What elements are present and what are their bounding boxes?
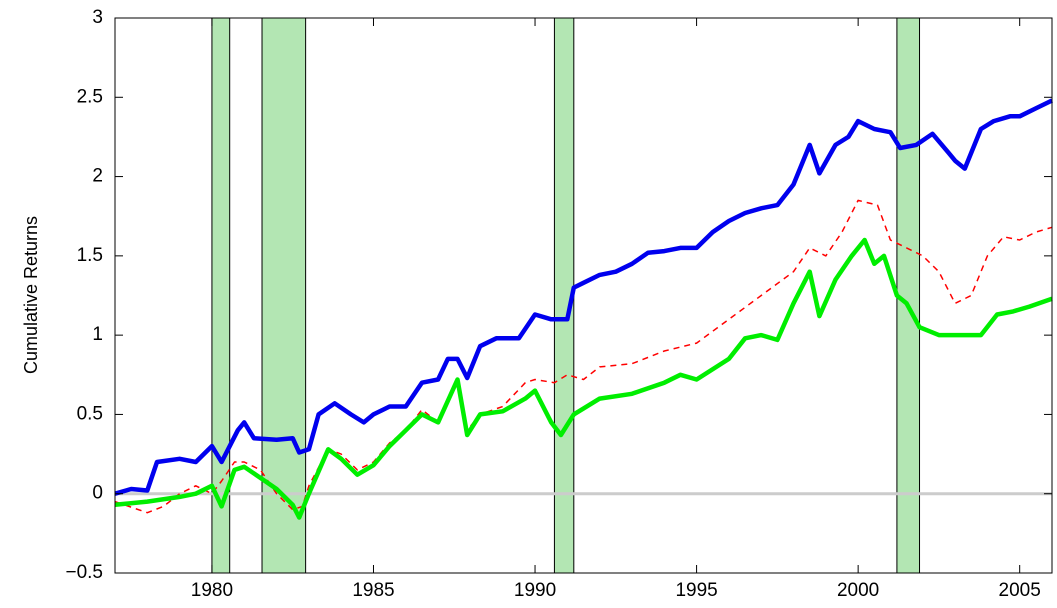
- series-line: [114, 237, 1053, 520]
- x-tick-label: 1990: [514, 580, 556, 601]
- y-tick-label: 1.5: [77, 245, 103, 266]
- x-tick-label: 1980: [191, 580, 233, 601]
- y-tick-label: 3: [92, 7, 103, 28]
- series-line: [114, 98, 1053, 496]
- series-line: [114, 199, 1053, 514]
- x-tick-label: 2005: [999, 580, 1041, 601]
- y-tick-label: 0.5: [77, 403, 103, 424]
- y-axis-label: Cumulative Returns: [21, 216, 41, 374]
- x-tick-label: 1995: [675, 580, 717, 601]
- plot-frame: [114, 17, 1053, 574]
- y-tick-label: 2.5: [77, 86, 103, 107]
- x-tick-label: 1985: [352, 580, 394, 601]
- y-tick-label: 1: [92, 324, 103, 345]
- y-tick-label: 2: [92, 166, 103, 187]
- y-tick-label: 0: [92, 483, 103, 504]
- y-tick-label: −0.5: [65, 562, 103, 583]
- shaded-region: [261, 17, 307, 574]
- x-tick-label: 2000: [837, 580, 879, 601]
